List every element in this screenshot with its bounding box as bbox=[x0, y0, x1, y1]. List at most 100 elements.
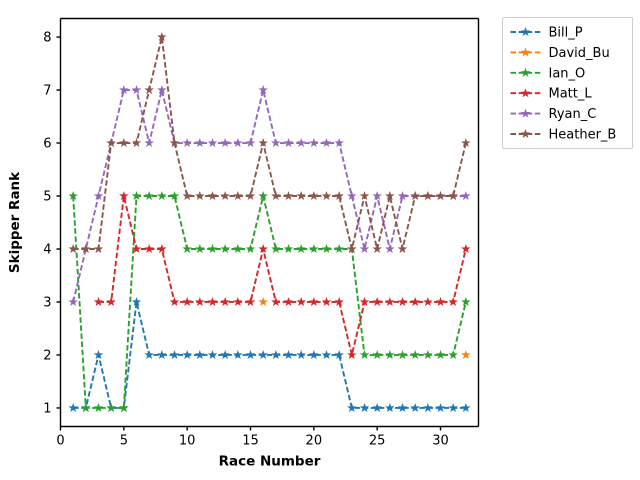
data-point-marker bbox=[359, 191, 370, 201]
data-point-marker bbox=[182, 349, 192, 360]
data-point-marker bbox=[461, 402, 471, 412]
data-point-marker bbox=[144, 349, 154, 360]
data-point-marker bbox=[309, 349, 319, 360]
data-point-marker bbox=[385, 243, 395, 254]
data-point-marker bbox=[106, 138, 116, 148]
legend-marker-sample bbox=[520, 47, 531, 57]
data-point-marker bbox=[309, 138, 319, 148]
data-point-marker bbox=[68, 402, 78, 412]
y-tick-label: 6 bbox=[43, 137, 51, 152]
data-point-marker bbox=[397, 349, 408, 360]
legend-label: Heather_B bbox=[549, 128, 617, 143]
y-tick-label: 8 bbox=[43, 31, 51, 46]
data-point-marker bbox=[423, 296, 433, 307]
data-point-marker bbox=[131, 85, 142, 95]
data-point-marker bbox=[233, 191, 243, 201]
legend-entry-ian-o[interactable]: Ian_O bbox=[510, 66, 586, 81]
data-point-marker bbox=[93, 402, 104, 412]
data-point-marker bbox=[385, 349, 395, 360]
data-point-marker bbox=[385, 191, 395, 201]
data-point-marker bbox=[397, 191, 408, 201]
data-point-marker bbox=[258, 85, 268, 95]
data-point-marker bbox=[131, 296, 142, 307]
data-point-marker bbox=[220, 243, 230, 254]
data-point-marker bbox=[220, 138, 230, 148]
data-point-marker bbox=[448, 349, 458, 360]
data-point-marker bbox=[321, 191, 332, 201]
data-point-marker bbox=[296, 191, 306, 201]
legend-entry-matt-l[interactable]: Matt_L bbox=[510, 87, 593, 102]
data-point-marker bbox=[423, 191, 433, 201]
legend-label: Bill_P bbox=[549, 26, 583, 41]
legend-entry-bill-p[interactable]: Bill_P bbox=[510, 26, 583, 41]
x-tick-label: 0 bbox=[56, 434, 64, 449]
data-point-marker bbox=[372, 402, 382, 412]
data-point-marker bbox=[169, 349, 180, 360]
data-point-marker bbox=[245, 296, 256, 307]
y-tick-label: 5 bbox=[43, 190, 51, 205]
data-point-marker bbox=[271, 191, 281, 201]
data-point-marker bbox=[359, 296, 370, 307]
data-point-marker bbox=[296, 349, 306, 360]
data-point-marker bbox=[245, 191, 256, 201]
plot-series-group bbox=[68, 32, 471, 412]
legend-entry-david-bu[interactable]: David_Bu bbox=[510, 46, 610, 61]
data-point-marker bbox=[157, 243, 167, 254]
legend-marker-sample bbox=[520, 129, 531, 139]
data-point-marker bbox=[423, 349, 433, 360]
data-point-marker bbox=[410, 191, 420, 201]
x-tick-label: 20 bbox=[306, 434, 323, 449]
data-point-marker bbox=[258, 296, 268, 307]
legend-entry-heather-b[interactable]: Heather_B bbox=[510, 128, 617, 143]
series-matt-l bbox=[93, 191, 471, 360]
data-point-marker bbox=[448, 296, 458, 307]
data-point-marker bbox=[372, 191, 382, 201]
y-tick-label: 4 bbox=[43, 242, 51, 257]
data-point-marker bbox=[131, 243, 142, 254]
legend-marker-sample bbox=[520, 88, 531, 98]
x-tick-label: 10 bbox=[179, 434, 196, 449]
data-point-marker bbox=[435, 349, 446, 360]
data-point-marker bbox=[296, 138, 306, 148]
data-point-marker bbox=[195, 191, 205, 201]
data-point-marker bbox=[461, 191, 471, 201]
data-point-marker bbox=[119, 85, 129, 95]
data-point-marker bbox=[410, 349, 420, 360]
data-point-marker bbox=[195, 349, 205, 360]
data-point-marker bbox=[157, 191, 167, 201]
data-point-marker bbox=[448, 191, 458, 201]
data-point-marker bbox=[334, 349, 344, 360]
legend-marker-sample bbox=[520, 27, 531, 37]
data-point-marker bbox=[461, 349, 471, 360]
data-point-marker bbox=[296, 243, 306, 254]
legend-label: David_Bu bbox=[549, 46, 610, 61]
data-point-marker bbox=[435, 402, 446, 412]
data-point-marker bbox=[169, 191, 180, 201]
data-point-marker bbox=[410, 402, 420, 412]
data-point-marker bbox=[207, 296, 218, 307]
data-point-marker bbox=[68, 243, 78, 254]
data-point-marker bbox=[220, 349, 230, 360]
data-point-marker bbox=[157, 85, 167, 95]
data-point-marker bbox=[106, 296, 116, 307]
data-point-marker bbox=[258, 349, 268, 360]
data-point-marker bbox=[119, 138, 129, 148]
data-point-marker bbox=[195, 296, 205, 307]
x-tick-label: 30 bbox=[432, 434, 449, 449]
data-point-marker bbox=[207, 243, 218, 254]
data-point-marker bbox=[334, 296, 344, 307]
legend-entry-ryan-c[interactable]: Ryan_C bbox=[510, 107, 597, 122]
data-point-marker bbox=[385, 402, 395, 412]
data-point-marker bbox=[283, 191, 294, 201]
data-point-marker bbox=[461, 243, 471, 254]
data-point-marker bbox=[309, 296, 319, 307]
data-point-marker bbox=[271, 296, 281, 307]
data-point-marker bbox=[397, 402, 408, 412]
data-point-marker bbox=[321, 349, 332, 360]
data-point-marker bbox=[131, 191, 142, 201]
data-point-marker bbox=[119, 191, 129, 201]
data-point-marker bbox=[131, 138, 142, 148]
legend-label: Ryan_C bbox=[549, 107, 597, 122]
data-point-marker bbox=[347, 191, 357, 201]
